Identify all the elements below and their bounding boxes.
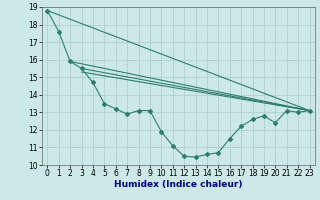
X-axis label: Humidex (Indice chaleur): Humidex (Indice chaleur) <box>114 180 243 189</box>
